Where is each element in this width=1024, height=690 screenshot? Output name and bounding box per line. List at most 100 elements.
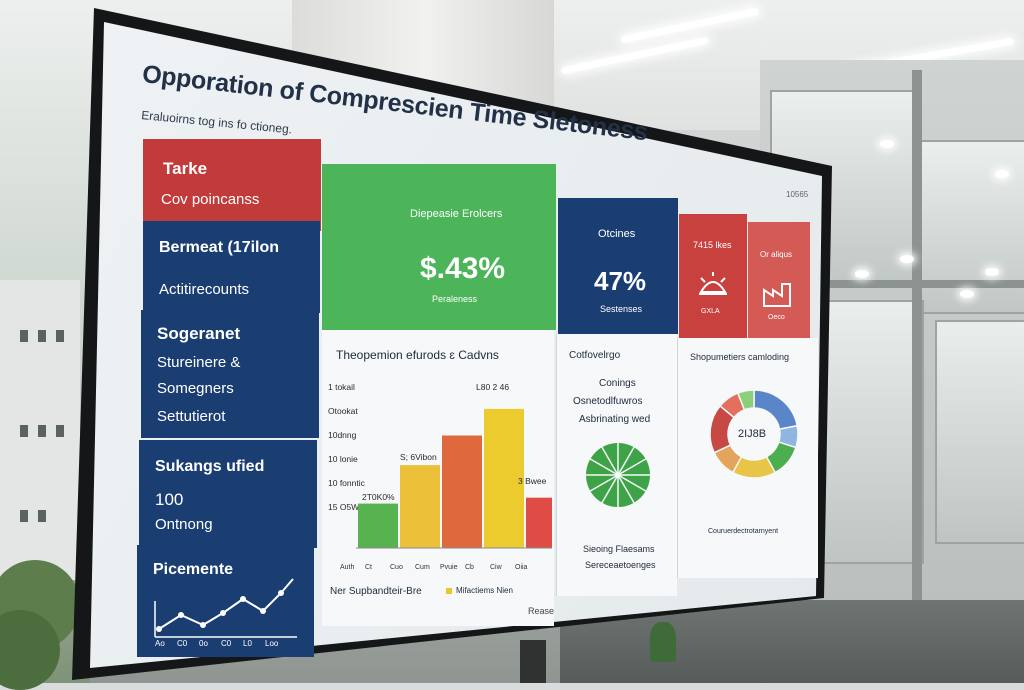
wheel-chart	[586, 443, 650, 507]
middle-line: Conings	[599, 378, 636, 389]
sparkline-point	[278, 590, 284, 596]
downlight	[985, 268, 999, 276]
window-mullion	[760, 280, 1024, 288]
y-axis-label: 15 O5W	[328, 502, 360, 512]
middle-footer: Sieoing Flaesams	[583, 544, 655, 554]
donut-slice	[753, 389, 799, 431]
sidebar-tile-sogeranet[interactable]: Sogeranet Stureinere & Somegners Settuti…	[141, 310, 319, 438]
bar	[526, 497, 552, 548]
building-window	[56, 330, 64, 342]
lamp-icon-shape	[699, 272, 727, 295]
bar	[442, 435, 482, 548]
kpi-caption: Peraleness	[432, 294, 478, 304]
sidebar-tile-bermeat[interactable]: Bermeat (17ilon Actitirecounts	[143, 221, 320, 313]
factory-icon	[763, 283, 791, 307]
x-axis-label: Auth	[340, 564, 355, 571]
sparkline-point	[200, 622, 206, 628]
bar-label: 3 Bwee	[518, 476, 547, 486]
x-axis-label: Cb	[465, 564, 474, 571]
y-axis-label: Otookat	[328, 406, 358, 416]
y-axis-label: 10 fonntic	[328, 478, 365, 488]
legend-left: Ner Supbandteir-Bre	[330, 586, 422, 597]
header-counter: 10565	[786, 190, 809, 199]
building-window	[38, 330, 46, 342]
kpi-card-blue[interactable]: Otcines 47% Sestenses	[558, 198, 678, 334]
x-axis-label: Ct	[365, 564, 372, 571]
building-window	[38, 425, 46, 437]
building-window	[20, 510, 28, 522]
window-mullion	[912, 70, 922, 610]
wheel-spokes	[586, 443, 650, 507]
tile-title: Bermeat (17ilon	[159, 239, 280, 256]
sparkline-label: C0	[221, 639, 232, 648]
x-axis-label: Cuo	[390, 564, 403, 571]
wheel-spoke	[601, 446, 619, 476]
sparkline-label: 0o	[199, 639, 208, 648]
sparkline-label: Ao	[155, 639, 165, 648]
building-window	[38, 510, 46, 522]
tile-title: Sukangs ufied	[155, 458, 265, 475]
tile-line: Settutierot	[157, 408, 226, 425]
sidebar-tile-sukangs[interactable]: Sukangs ufied 100 Ontnong	[139, 440, 317, 548]
y-axis-label: 1 tokail	[328, 382, 355, 392]
bar-label: L80 2 46	[476, 382, 510, 392]
glass-pane	[935, 320, 1024, 544]
donut-caption: Couruerdectrotarnyent	[708, 528, 779, 535]
sparkline-line	[158, 578, 294, 630]
donut-center-value: 2IJ8B	[738, 428, 767, 440]
middle-footer: Sereceaetoenges	[585, 560, 656, 570]
kpi-caption: Sestenses	[600, 304, 643, 314]
wheel-spoke	[617, 458, 647, 476]
monitor-stand	[520, 640, 546, 683]
kpi-label: Diepeasie Erolcers	[410, 208, 503, 220]
tile-line: Ontnong	[155, 516, 213, 533]
sparkline-chart	[154, 578, 297, 638]
x-axis-label: Oiia	[515, 564, 528, 571]
bar-label: S; 6Vibon	[400, 452, 437, 462]
downlight	[960, 290, 974, 298]
tile-line: Actitirecounts	[159, 281, 250, 298]
tile-title: Picemente	[153, 561, 234, 578]
donut-chart	[709, 389, 799, 479]
tile-line: 100	[155, 490, 184, 509]
tile-line: Somegners	[157, 380, 234, 397]
bar-chart-panel: Theopemion efurods ɛ Cadvns 1 tokail Otoo…	[322, 330, 554, 626]
sparkline-points	[156, 590, 284, 632]
kpi-label: Or aliqus	[760, 250, 793, 259]
sparkline-point	[240, 596, 246, 602]
x-axis-label: Ciw	[490, 564, 502, 571]
middle-line: Asbrinating wed	[579, 414, 651, 425]
lamp-icon	[699, 272, 727, 295]
sidebar-tile-picemente[interactable]: Picemente Ao C0 0o C0 L0 Loo	[137, 545, 314, 657]
potted-plant	[650, 622, 676, 662]
wheel-spoke	[617, 474, 647, 492]
kpi-card-lightred[interactable]: Or aliqus Oeco	[748, 222, 810, 342]
wheel-chart-hub	[615, 472, 621, 478]
building-window	[20, 425, 28, 437]
screen-footer: Rease	[528, 606, 555, 616]
kpi-card-green[interactable]: Diepeasie Erolcers $.43% Peraleness	[322, 164, 556, 330]
x-axis-label: Cum	[415, 564, 430, 571]
wheel-spoke	[589, 458, 619, 476]
sparkline-point	[260, 608, 266, 614]
kpi-label: Otcines	[598, 228, 636, 240]
sidebar-tile-tarke[interactable]: Tarke Cov poincanss	[143, 139, 321, 231]
kpi-card-red[interactable]: 7415 lkes GXLA	[679, 214, 747, 338]
tile-line: Stureinere &	[157, 354, 241, 371]
kpi-caption: Oeco	[768, 314, 785, 321]
building-window	[56, 425, 64, 437]
tile-title: Sogeranet	[157, 324, 241, 343]
kpi-value: $.43%	[420, 252, 506, 285]
sparkline-point	[178, 612, 184, 618]
x-axis-label: Pvuie	[440, 564, 458, 571]
legend-right: Mifactiems Nien	[456, 586, 513, 595]
sparkline-label: C0	[177, 639, 188, 648]
kpi-value: 47%	[594, 266, 647, 296]
y-axis-label: 10dnng	[328, 430, 357, 440]
wheel-spoke	[617, 474, 635, 504]
sparkline-point	[220, 610, 226, 616]
downlight	[995, 170, 1009, 178]
downlight	[880, 140, 894, 148]
wheel-spoke	[617, 446, 635, 476]
wheel-spoke	[601, 474, 619, 504]
